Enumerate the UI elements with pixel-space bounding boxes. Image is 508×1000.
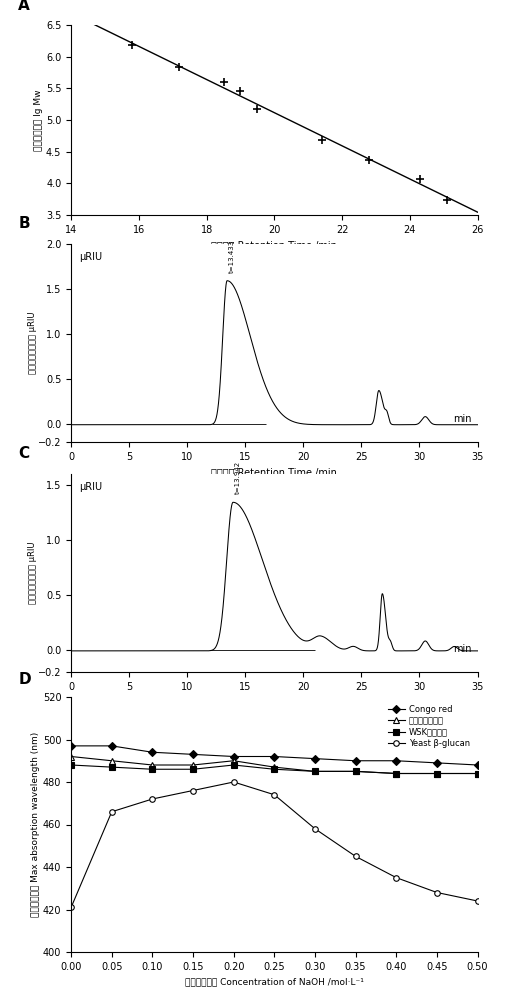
Y-axis label: 示差检测器响应值 μRIU: 示差检测器响应值 μRIU — [27, 542, 37, 604]
Y-axis label: 分子量对数值 lg Mw: 分子量对数值 lg Mw — [34, 89, 43, 151]
Line: 实施例银耳多糖: 实施例银耳多糖 — [69, 754, 480, 776]
WSK银耳多糖 — [434, 768, 440, 780]
WSK银耳多糖 — [109, 761, 115, 773]
Text: min: min — [453, 644, 471, 654]
Congo red — [68, 740, 74, 752]
Line: Yeast β-glucan: Yeast β-glucan — [69, 779, 480, 910]
Text: B: B — [18, 216, 30, 231]
Text: min: min — [453, 414, 471, 424]
Congo red — [231, 750, 237, 762]
Text: μRIU: μRIU — [79, 482, 103, 492]
Text: D: D — [18, 672, 31, 687]
实施例银耳多糖 — [353, 765, 359, 777]
Congo red — [353, 755, 359, 767]
Yeast β-glucan — [109, 806, 115, 818]
WSK银耳多糖 — [190, 763, 196, 775]
Yeast β-glucan — [474, 895, 481, 907]
Congo red — [393, 755, 399, 767]
Congo red — [312, 753, 318, 765]
Line: Congo red: Congo red — [69, 743, 480, 768]
Line: WSK银耳多糖: WSK银耳多糖 — [69, 762, 480, 776]
Text: t=13.942: t=13.942 — [235, 461, 241, 494]
WSK银耳多糖 — [68, 759, 74, 771]
实施例银耳多糖 — [149, 759, 155, 771]
Congo red — [109, 740, 115, 752]
Y-axis label: 示差检测器响应值 μRIU: 示差检测器响应值 μRIU — [27, 312, 37, 374]
Text: μRIU: μRIU — [79, 252, 103, 262]
实施例银耳多糖 — [474, 768, 481, 780]
Yeast β-glucan — [68, 901, 74, 913]
Yeast β-glucan — [353, 850, 359, 862]
WSK银耳多糖 — [271, 763, 277, 775]
Yeast β-glucan — [312, 823, 318, 835]
实施例银耳多糖 — [434, 768, 440, 780]
X-axis label: 保留时间 Retention Time /min: 保留时间 Retention Time /min — [211, 240, 337, 250]
Text: A: A — [18, 0, 30, 13]
Yeast β-glucan — [149, 793, 155, 805]
Congo red — [271, 750, 277, 762]
Yeast β-glucan — [271, 789, 277, 801]
实施例银耳多糖 — [393, 768, 399, 780]
WSK银耳多糖 — [474, 768, 481, 780]
X-axis label: 保留时间 Retention Time /min: 保留时间 Retention Time /min — [211, 697, 337, 707]
实施例银耳多糖 — [271, 761, 277, 773]
实施例银耳多糖 — [68, 750, 74, 762]
Congo red — [149, 746, 155, 758]
Text: C: C — [18, 446, 29, 461]
X-axis label: 保留时间 Retention Time /min: 保留时间 Retention Time /min — [211, 467, 337, 477]
X-axis label: 氢氧化钠浓度 Concentration of NaOH /mol·L⁻¹: 氢氧化钠浓度 Concentration of NaOH /mol·L⁻¹ — [185, 977, 364, 986]
Congo red — [190, 748, 196, 760]
Text: t=13.433: t=13.433 — [229, 240, 235, 273]
实施例银耳多糖 — [190, 759, 196, 771]
Congo red — [474, 759, 481, 771]
Y-axis label: 最大吸收波长 Max absorption wavelength (nm): 最大吸收波长 Max absorption wavelength (nm) — [31, 732, 40, 917]
Yeast β-glucan — [190, 784, 196, 796]
WSK银耳多糖 — [231, 759, 237, 771]
Yeast β-glucan — [393, 872, 399, 884]
WSK银耳多糖 — [393, 768, 399, 780]
Yeast β-glucan — [231, 776, 237, 788]
实施例银耳多糖 — [109, 755, 115, 767]
实施例银耳多糖 — [312, 765, 318, 777]
WSK银耳多糖 — [353, 765, 359, 777]
Congo red — [434, 757, 440, 769]
实施例银耳多糖 — [231, 755, 237, 767]
Yeast β-glucan — [434, 886, 440, 898]
Legend: Congo red, 实施例银耳多糖, WSK银耳多糖, Yeast β-glucan: Congo red, 实施例银耳多糖, WSK银耳多糖, Yeast β-glu… — [385, 701, 473, 751]
WSK银耳多糖 — [312, 765, 318, 777]
WSK银耳多糖 — [149, 763, 155, 775]
